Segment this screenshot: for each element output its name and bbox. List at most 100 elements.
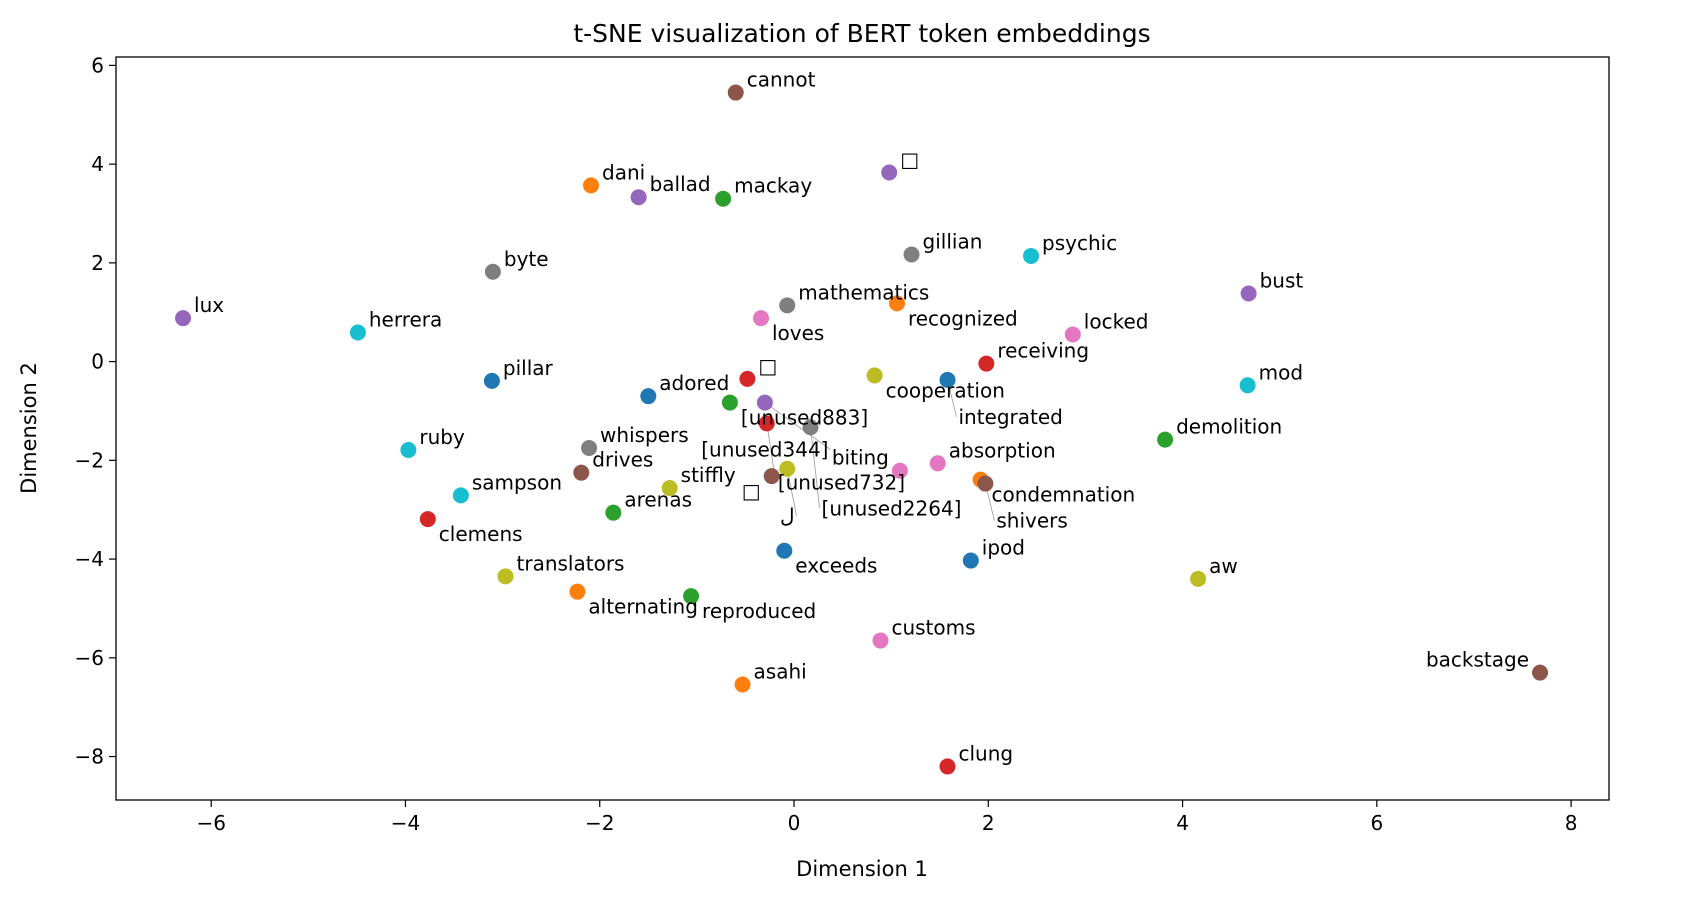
point-label: [unused344] [701, 438, 828, 462]
point-label: ل [780, 504, 795, 528]
data-point [630, 189, 647, 206]
y-tick-label: −4 [75, 547, 104, 571]
point-label: adored [659, 371, 729, 395]
point-label: sampson [472, 470, 562, 494]
point-label: condemnation [992, 483, 1136, 507]
data-point [891, 462, 908, 479]
data-point [763, 468, 780, 485]
data-point [1240, 285, 1257, 302]
data-point [573, 464, 590, 481]
data-point [721, 394, 738, 411]
data-point [497, 568, 514, 585]
point-label: stiffly [681, 463, 736, 487]
data-point [175, 310, 192, 327]
data-point [872, 632, 889, 649]
point-label: □ [758, 354, 777, 378]
point-label: translators [517, 551, 625, 575]
y-tick-label: −8 [75, 745, 104, 769]
point-label: cooperation [886, 378, 1005, 402]
data-point [452, 487, 469, 504]
label-leader-line [810, 427, 820, 509]
point-label: clung [958, 741, 1013, 765]
data-point [640, 388, 657, 405]
point-label: bust [1260, 268, 1304, 292]
x-tick-label: 8 [1565, 811, 1578, 835]
point-label: [unused732] [778, 470, 905, 494]
data-point [977, 475, 994, 492]
data-point [1023, 247, 1040, 264]
data-point [583, 177, 600, 194]
point-label: exceeds [795, 554, 877, 578]
data-point [802, 419, 819, 436]
point-label: byte [504, 247, 549, 271]
data-point [1157, 431, 1174, 448]
data-point [727, 84, 744, 101]
data-point [939, 758, 956, 775]
x-tick-label: −6 [196, 811, 225, 835]
point-label: pillar [503, 356, 554, 380]
data-point [758, 415, 775, 432]
y-tick-label: −6 [75, 646, 104, 670]
point-label: clemens [439, 522, 523, 546]
point-label: demolition [1176, 415, 1282, 439]
x-tick-label: 6 [1370, 811, 1383, 835]
data-point [1532, 664, 1549, 681]
point-label: loves [772, 321, 824, 345]
data-point [779, 297, 796, 314]
point-label: whispers [600, 423, 689, 447]
y-axis-label: Dimension 2 [17, 362, 41, 494]
point-label: gillian [923, 229, 983, 253]
point-label: receiving [997, 339, 1089, 363]
data-point [1064, 326, 1081, 343]
chart-title: t-SNE visualization of BERT token embedd… [573, 19, 1150, 48]
point-label: aw [1209, 554, 1238, 578]
y-tick-label: 6 [91, 53, 104, 77]
y-tick-label: 0 [91, 350, 104, 374]
point-label: drives [592, 448, 653, 472]
point-label: biting [832, 446, 889, 470]
data-point [978, 355, 995, 372]
data-point [776, 542, 793, 559]
point-label: arenas [624, 488, 692, 512]
point-label: [unused2264] [822, 496, 962, 520]
point-label: □ [742, 479, 761, 503]
plot-frame [115, 56, 1610, 801]
y-tick-label: 2 [91, 251, 104, 275]
data-point [661, 479, 678, 496]
point-label: absorption [949, 438, 1056, 462]
data-point [866, 367, 883, 384]
point-label: herrera [369, 307, 442, 331]
data-point [715, 190, 732, 207]
point-label: reproduced [702, 599, 816, 623]
point-label: ballad [650, 172, 711, 196]
x-tick-label: 0 [788, 811, 801, 835]
point-label: shivers [996, 509, 1067, 533]
point-label: [unused883] [741, 406, 868, 430]
point-label: dani [602, 160, 645, 184]
data-point [605, 504, 622, 521]
point-label: ruby [419, 425, 465, 449]
data-point [756, 394, 773, 411]
x-tick-label: 4 [1176, 811, 1189, 835]
data-point [739, 370, 756, 387]
point-label: psychic [1042, 231, 1117, 255]
x-tick-label: 2 [982, 811, 995, 835]
data-point [1190, 570, 1207, 587]
data-point [569, 583, 586, 600]
x-axis-label: Dimension 1 [796, 857, 928, 881]
data-point [483, 372, 500, 389]
data-point [929, 455, 946, 472]
point-label: cannot [747, 68, 816, 92]
point-label: locked [1084, 309, 1149, 333]
y-tick-label: −2 [75, 448, 104, 472]
point-label: ipod [982, 536, 1025, 560]
label-leader-line [764, 402, 831, 450]
point-label: customs [891, 616, 975, 640]
data-point [888, 295, 905, 312]
data-point [400, 441, 417, 458]
data-point [962, 552, 979, 569]
point-label: asahi [754, 659, 807, 683]
x-tick-label: −2 [585, 811, 614, 835]
